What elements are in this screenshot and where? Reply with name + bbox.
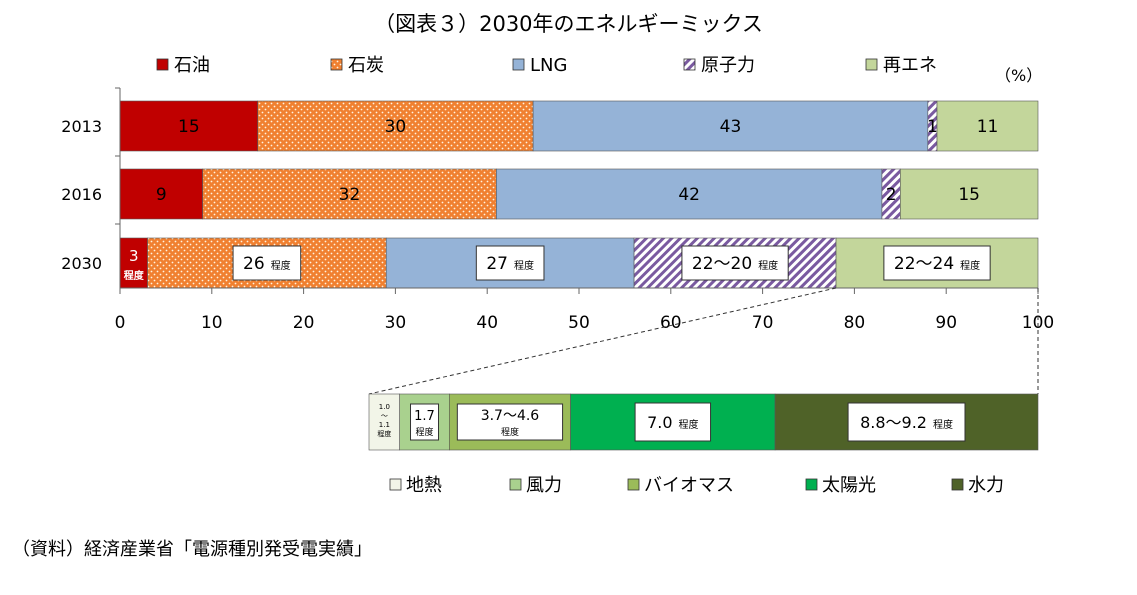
bar-coal-2016 [202, 168, 497, 220]
data-label-renew-2030: 22～24 程度 [883, 245, 991, 281]
data-label-suffix: 程度 [758, 259, 778, 272]
data-label-coal-2016: 32 [339, 185, 361, 205]
legend-label-oil: 石油 [174, 55, 210, 76]
data-label-nuclear-2030: 22～20 程度 [681, 245, 789, 281]
x-tick-label-10: 10 [201, 313, 223, 333]
x-tick-label-60: 60 [660, 313, 682, 333]
data-label-nuclear-2016: 2 [886, 185, 897, 205]
breakdown-label-wind: 1.7 程度 [410, 403, 440, 441]
data-label-suffix: 程度 [271, 259, 291, 272]
x-tick-label-0: 0 [115, 313, 126, 333]
breakdown-label-line: 程度 [377, 429, 391, 438]
legend-swatch-geothermal [389, 478, 402, 491]
data-label-renew-2016: 15 [958, 185, 980, 205]
breakdown-label-value: 1.7 [414, 409, 435, 424]
breakdown-label-box [847, 402, 966, 442]
bar-lng-2013 [532, 100, 929, 152]
data-label-lng-2013: 43 [720, 117, 742, 137]
legend-swatch-biomass [627, 478, 640, 491]
unit-label: （%） [995, 66, 1043, 85]
legend-label-coal: 石炭 [348, 55, 384, 76]
legend-label-nuclear: 原子力 [701, 55, 755, 76]
connector-left [368, 287, 837, 395]
data-label-suffix: 程度 [514, 259, 534, 272]
bar-lng-2016 [496, 168, 883, 220]
breakdown-label-geothermal: 1.0～1.1程度 [377, 403, 391, 438]
data-label-coal-2030: 26 程度 [232, 245, 302, 281]
legend-swatch-coal [330, 58, 343, 71]
data-label-nuclear-2013: 1 [927, 117, 938, 137]
legend-swatch-nuclear [683, 58, 696, 71]
breakdown-label-biomass: 3.7～4.6 程度 [456, 403, 564, 441]
data-label-lng-2030: 27 程度 [475, 245, 545, 281]
legend-swatch-lng [512, 58, 525, 71]
data-label-oil-2013: 15 [178, 117, 200, 137]
legend-swatch-oil [156, 58, 169, 71]
legend-label-lng: LNG [530, 55, 567, 76]
bar-renew-2013 [936, 100, 1039, 152]
data-label-box [475, 245, 545, 281]
breakdown-bar-geothermal [368, 393, 400, 451]
x-tick-label-40: 40 [476, 313, 498, 333]
legend-label-biomass: バイオマス [644, 475, 734, 496]
bar-coal-2013 [257, 100, 534, 152]
data-label-value: 26 [243, 254, 265, 274]
legend-swatch-solar [805, 478, 818, 491]
breakdown-label-box [634, 402, 712, 442]
x-tick-label-80: 80 [844, 313, 866, 333]
data-label-value: 22～20 [692, 254, 752, 274]
x-tick-label-20: 20 [293, 313, 315, 333]
chart-title: （図表３）2030年のエネルギーミックス [374, 12, 763, 36]
breakdown-label-value: 8.8～9.2 [860, 413, 927, 432]
category-label-2016: 2016 [61, 185, 102, 204]
legend-label-hydro: 水力 [968, 475, 1004, 496]
category-label-2030: 2030 [61, 254, 102, 273]
data-label-value: 22～24 [894, 254, 954, 274]
breakdown-label-box [410, 403, 440, 441]
breakdown-label-solar: 7.0 程度 [634, 402, 712, 442]
breakdown-label-line: 1.1 [379, 421, 390, 429]
legend-label-solar: 太陽光 [822, 475, 876, 496]
data-label-oil-2030: 3 [129, 247, 139, 265]
data-label-coal-2013: 30 [385, 117, 407, 137]
x-tick-label-70: 70 [752, 313, 774, 333]
data-label-oil-2016: 9 [156, 185, 167, 205]
x-tick-label-50: 50 [568, 313, 590, 333]
legend-swatch-hydro [951, 478, 964, 491]
bar-renew-2016 [899, 168, 1039, 220]
breakdown-label-hydro: 8.8～9.2 程度 [847, 402, 966, 442]
x-tick-label-30: 30 [385, 313, 407, 333]
data-label-lng-2016: 42 [678, 185, 700, 205]
breakdown-label-suffix: 程度 [415, 426, 433, 438]
data-label-box [883, 245, 991, 281]
data-sublabel-oil-2030: 程度 [124, 269, 145, 282]
breakdown-label-line: ～ [381, 412, 388, 420]
breakdown-label-suffix: 程度 [679, 418, 699, 431]
breakdown-label-suffix: 程度 [501, 426, 519, 438]
category-label-2013: 2013 [61, 117, 102, 136]
breakdown-label-value: 7.0 [647, 413, 672, 432]
breakdown-label-line: 1.0 [379, 403, 390, 411]
legend-label-wind: 風力 [526, 475, 562, 496]
data-label-renew-2013: 11 [977, 117, 999, 137]
legend-swatch-wind [509, 478, 522, 491]
source-note: （資料）経済産業省「電源種別発受電実績」 [12, 539, 372, 560]
breakdown-label-box [456, 403, 564, 441]
data-label-suffix: 程度 [960, 259, 980, 272]
legend-swatch-renew [865, 58, 878, 71]
bar-oil-2030 [119, 237, 148, 289]
x-tick-label-90: 90 [935, 313, 957, 333]
data-label-box [681, 245, 789, 281]
data-label-box [232, 245, 302, 281]
legend-label-renew: 再エネ [883, 55, 937, 76]
bar-oil-2013 [119, 100, 258, 152]
legend-label-geothermal: 地熱 [406, 475, 442, 496]
breakdown-label-suffix: 程度 [933, 418, 953, 431]
breakdown-label-value: 3.7～4.6 [481, 408, 540, 424]
data-label-value: 27 [486, 254, 508, 274]
